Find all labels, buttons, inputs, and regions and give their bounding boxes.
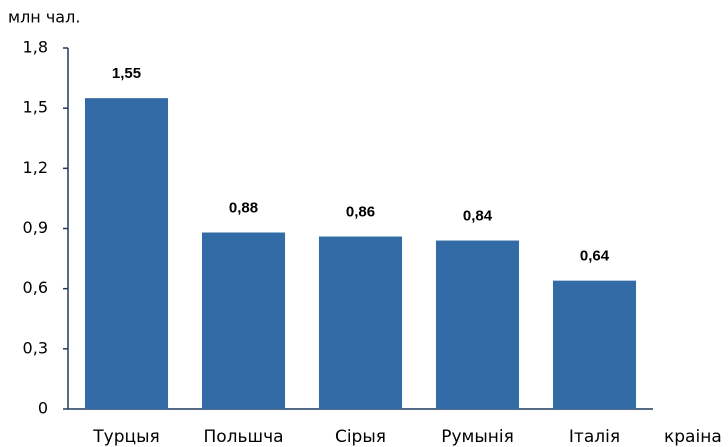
y-tick-label: 1,8	[23, 38, 48, 57]
y-axis-label: млн чал.	[8, 8, 80, 27]
value-label: 0,64	[580, 248, 610, 265]
bar	[318, 236, 403, 409]
bar	[84, 98, 169, 409]
x-tick-label: Турцыя	[92, 427, 159, 447]
y-tick-label: 0,3	[23, 338, 48, 357]
x-tick-label: Італія	[569, 427, 620, 447]
x-tick-label: Румынія	[441, 427, 514, 447]
bar	[552, 280, 637, 409]
x-tick-label: Польшча	[203, 427, 283, 447]
bar	[435, 240, 520, 409]
value-label: 0,88	[229, 199, 258, 216]
x-tick-label: Сірыя	[335, 427, 386, 447]
y-tick-label: 0	[38, 399, 48, 418]
y-tick-label: 0,9	[23, 218, 48, 237]
value-label: 0,84	[463, 208, 493, 225]
x-axis-label: краіна	[664, 427, 722, 447]
value-label: 0,86	[346, 203, 375, 220]
y-tick-label: 1,2	[23, 158, 48, 177]
bar	[201, 232, 286, 409]
value-label: 1,55	[112, 65, 141, 82]
y-tick-label: 1,5	[23, 98, 48, 117]
y-tick-label: 0,6	[23, 278, 48, 297]
